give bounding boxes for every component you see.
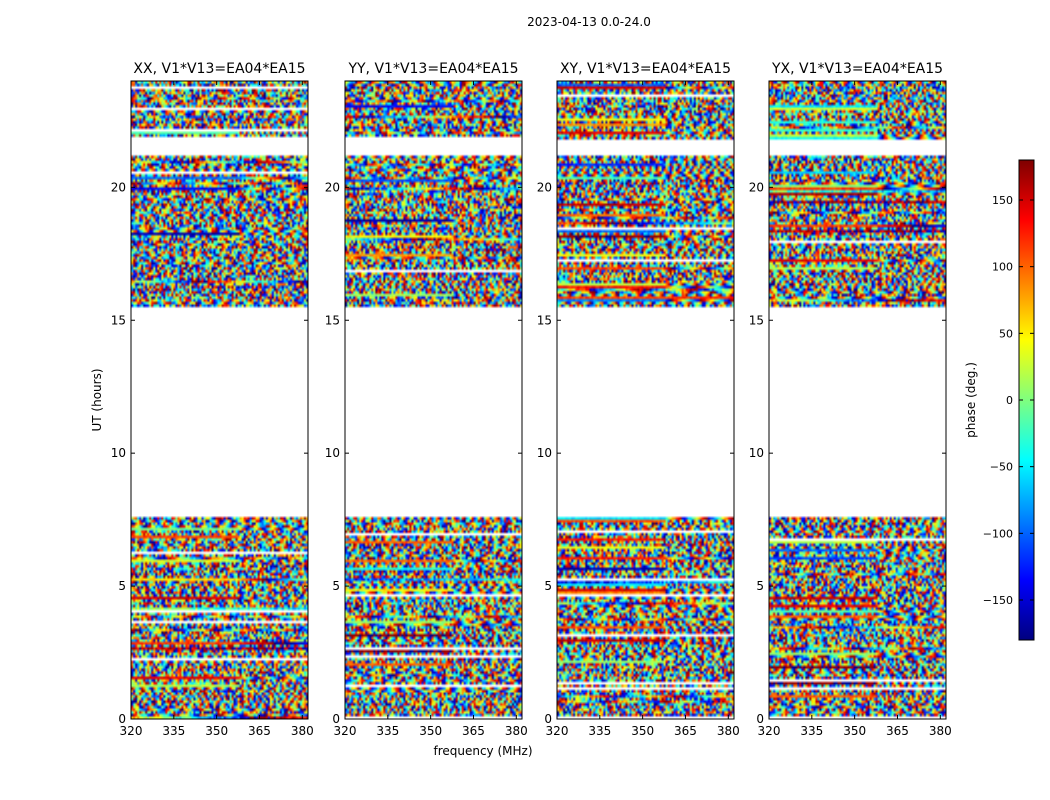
colorbar-ticks: −150 −100 −50 0 50 100 150	[983, 194, 1034, 607]
y-tick-label: 5	[544, 579, 552, 593]
x-tick-label: 320	[334, 724, 357, 738]
panel: YY, V1*V13=EA04*EA15 320 335 350 365 380 0 5 10 1…	[325, 61, 528, 738]
y-tick-label: 0	[756, 712, 764, 726]
panels: XX, V1*V13=EA04*EA15 320 335 350 365 380 0 5 10 1…	[111, 61, 952, 738]
x-tick-label: 350	[205, 724, 228, 738]
x-tick-label: 365	[674, 724, 697, 738]
y-tick-label: 10	[537, 446, 552, 460]
x-tick-label: 365	[462, 724, 485, 738]
y-axis-label: UT (hours)	[90, 368, 104, 431]
y-tick-label: 20	[537, 180, 552, 194]
figure-suptitle: 2023-04-13 0.0-24.0	[527, 15, 651, 29]
x-tick-label: 335	[376, 724, 399, 738]
colorbar-tick-label: −150	[983, 594, 1013, 607]
colorbar-tick-label: −50	[990, 461, 1013, 474]
panel-frame	[768, 80, 947, 720]
y-tick-label: 15	[325, 313, 340, 327]
colorbar-tick-label: 50	[999, 327, 1013, 340]
colorbar-tick-label: 100	[992, 261, 1013, 274]
panel: XY, V1*V13=EA04*EA15 320 335 350 365 380 0 5 10 1…	[537, 61, 740, 738]
colorbar-label: phase (deg.)	[964, 362, 978, 438]
colorbar-tick-label: −100	[983, 527, 1013, 540]
y-tick-label: 10	[111, 446, 126, 460]
heatmap-image	[557, 81, 734, 719]
panel: XX, V1*V13=EA04*EA15 320 335 350 365 380 0 5 10 1…	[111, 61, 314, 738]
panel-title: XY, V1*V13=EA04*EA15	[560, 61, 731, 77]
heatmap-image	[345, 81, 522, 719]
x-tick-label: 380	[291, 724, 314, 738]
x-tick-label: 335	[588, 724, 611, 738]
panel-title: YY, V1*V13=EA04*EA15	[347, 61, 518, 77]
heatmap-image	[131, 81, 308, 719]
x-tick-label: 320	[120, 724, 143, 738]
x-tick-label: 365	[248, 724, 271, 738]
x-axis-label: frequency (MHz)	[433, 744, 532, 758]
x-tick-label: 350	[419, 724, 442, 738]
y-tick-label: 15	[749, 313, 764, 327]
panel-title: XX, V1*V13=EA04*EA15	[133, 61, 305, 77]
panel-frame	[556, 80, 735, 720]
x-tick-label: 320	[758, 724, 781, 738]
y-tick-label: 0	[118, 712, 126, 726]
x-tick-label: 380	[505, 724, 528, 738]
colorbar: −150 −100 −50 0 50 100 150 phase (deg.)	[964, 159, 1035, 641]
y-tick-label: 15	[537, 313, 552, 327]
y-tick-label: 20	[111, 180, 126, 194]
y-tick-label: 15	[111, 313, 126, 327]
x-tick-label: 380	[929, 724, 952, 738]
y-tick-label: 20	[749, 180, 764, 194]
y-tick-label: 0	[332, 712, 340, 726]
x-tick-label: 350	[843, 724, 866, 738]
y-tick-label: 5	[118, 579, 126, 593]
x-tick-label: 335	[800, 724, 823, 738]
colorbar-tick-label: 150	[992, 194, 1013, 207]
panel-frame	[130, 80, 309, 720]
y-tick-label: 5	[756, 579, 764, 593]
heatmap-image	[769, 81, 946, 719]
y-tick-label: 0	[544, 712, 552, 726]
y-tick-label: 20	[325, 180, 340, 194]
y-tick-label: 10	[325, 446, 340, 460]
x-tick-label: 365	[886, 724, 909, 738]
y-tick-label: 10	[749, 446, 764, 460]
y-tick-label: 5	[332, 579, 340, 593]
panel: YX, V1*V13=EA04*EA15 320 335 350 365 380 0 5 10 1…	[749, 61, 952, 738]
colorbar-tick-label: 0	[1006, 394, 1013, 407]
panel-title: YX, V1*V13=EA04*EA15	[771, 61, 943, 77]
x-tick-label: 350	[631, 724, 654, 738]
x-tick-label: 335	[162, 724, 185, 738]
x-tick-label: 320	[546, 724, 569, 738]
x-tick-label: 380	[717, 724, 740, 738]
panel-frame	[344, 80, 523, 720]
